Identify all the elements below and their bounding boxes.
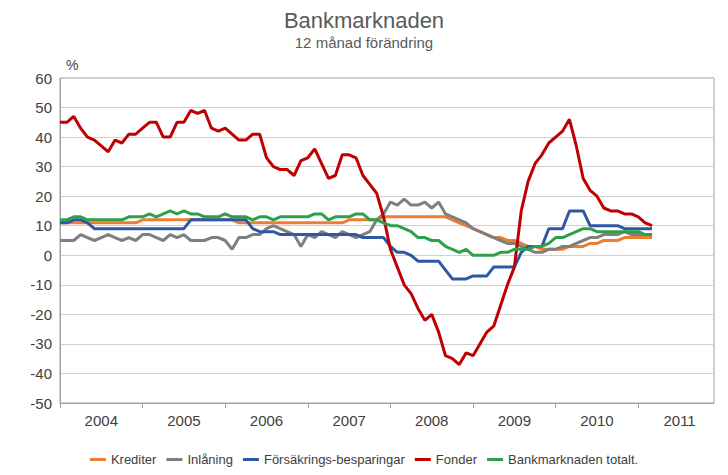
svg-text:2009: 2009 (498, 412, 531, 429)
svg-text:Krediter: Krediter (111, 452, 157, 467)
svg-text:10: 10 (35, 217, 52, 234)
svg-text:2005: 2005 (167, 412, 200, 429)
svg-text:-40: -40 (30, 365, 52, 382)
svg-text:2004: 2004 (85, 412, 118, 429)
svg-text:40: 40 (35, 129, 52, 146)
svg-text:2007: 2007 (332, 412, 365, 429)
svg-text:2011: 2011 (663, 412, 695, 429)
svg-text:30: 30 (35, 158, 52, 175)
svg-text:2010: 2010 (580, 412, 613, 429)
svg-text:Bankmarknaden totalt.: Bankmarknaden totalt. (508, 452, 638, 467)
svg-text:2008: 2008 (415, 412, 448, 429)
svg-text:-20: -20 (30, 306, 52, 323)
svg-text:20: 20 (35, 188, 52, 205)
svg-text:-30: -30 (30, 335, 52, 352)
svg-text:%: % (66, 57, 78, 73)
svg-text:Inlåning: Inlåning (187, 452, 233, 467)
svg-text:60: 60 (35, 70, 52, 87)
svg-text:Bankmarknaden: Bankmarknaden (284, 8, 444, 33)
svg-text:12 månad förändring: 12 månad förändring (295, 34, 433, 51)
svg-text:2006: 2006 (250, 412, 283, 429)
svg-text:-50: -50 (30, 395, 52, 412)
svg-text:Fonder: Fonder (436, 452, 478, 467)
svg-text:50: 50 (35, 99, 52, 116)
svg-text:Försäkrings-besparingar: Försäkrings-besparingar (264, 452, 406, 467)
svg-text:-10: -10 (30, 276, 52, 293)
svg-text:0: 0 (44, 247, 52, 264)
